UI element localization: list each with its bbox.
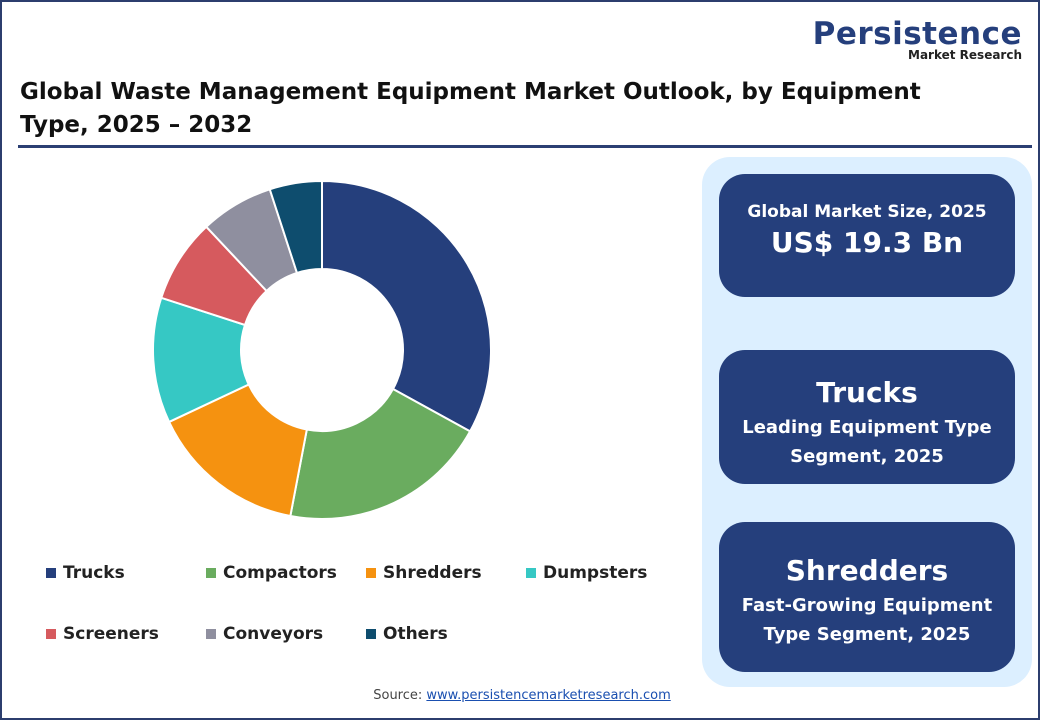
donut-slice — [321, 179, 492, 433]
legend-swatch — [206, 568, 216, 578]
legend-swatch — [206, 629, 216, 639]
legend-label: Dumpsters — [543, 563, 647, 583]
logo-tagline: Market Research — [908, 48, 1022, 62]
logo-name: Persistence — [812, 16, 1022, 52]
stat-box: Shredders Fast-Growing Equipment Type Se… — [719, 522, 1015, 672]
stat-caption: Leading Equipment Type — [742, 417, 992, 438]
chart-title: Global Waste Management Equipment Market… — [20, 79, 921, 138]
stat-value: Shredders — [785, 554, 949, 587]
stat-value: US$ 19.3 Bn — [770, 226, 964, 259]
source-label: Source: — [373, 688, 423, 703]
stat-box: Trucks Leading Equipment Type Segment, 2… — [719, 350, 1015, 484]
legend-label: Compactors — [223, 563, 337, 583]
legend-label: Trucks — [63, 563, 125, 583]
legend-label: Others — [383, 624, 448, 644]
stat-caption: Fast-Growing Equipment — [741, 595, 993, 616]
stat-box: Global Market Size, 2025 US$ 19.3 Bn — [719, 174, 1015, 297]
legend-label: Screeners — [63, 624, 159, 644]
legend-swatch — [366, 568, 376, 578]
chart: Trucks Compactors Shredders Dumpsters Screen… — [46, 179, 647, 644]
source-link[interactable]: www.persistencemarketresearch.com — [426, 688, 671, 703]
stat-heading: Global Market Size, 2025 — [747, 202, 987, 222]
stat-value: Trucks — [816, 376, 918, 409]
stat-caption: Type Segment, 2025 — [763, 624, 971, 645]
legend-swatch — [46, 629, 56, 639]
title-rule — [18, 145, 1032, 148]
legend-label: Conveyors — [223, 624, 323, 644]
source: Source: www.persistencemarketresearch.co… — [2, 688, 1038, 703]
legend-swatch — [526, 568, 536, 578]
donut-slice — [289, 387, 472, 520]
legend-swatch — [46, 568, 56, 578]
stat-caption: Segment, 2025 — [790, 446, 944, 467]
legend-swatch — [366, 629, 376, 639]
donut-slice — [268, 179, 323, 275]
legend-label: Shredders — [383, 563, 482, 583]
